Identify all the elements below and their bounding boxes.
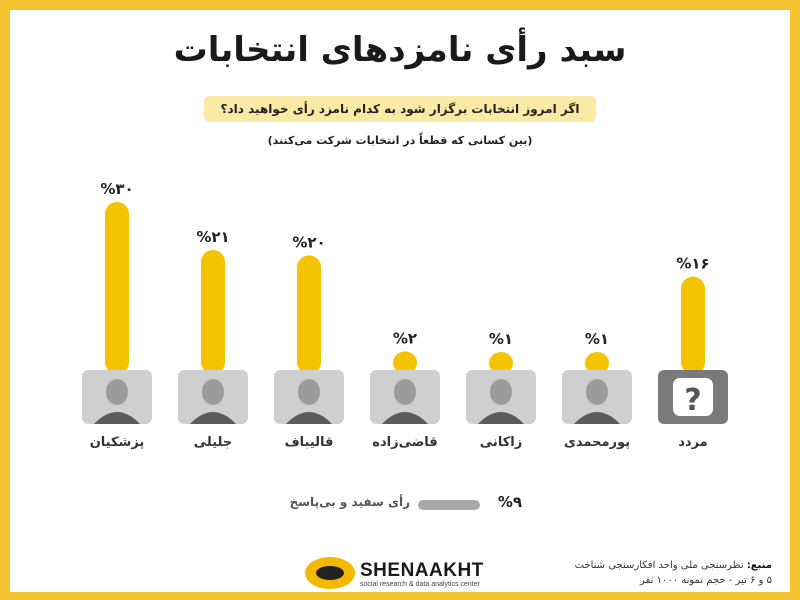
category-label: قالیباف — [285, 435, 334, 450]
source-label: منبع: — [746, 560, 772, 571]
bar — [105, 202, 129, 374]
portrait-shoulders — [94, 412, 140, 424]
bar — [393, 351, 417, 374]
survey-question: اگر امروز انتخابات برگزار شود به کدام نا… — [204, 96, 596, 122]
value-label: %۱ — [585, 330, 609, 348]
category-label: پزشکیان — [90, 435, 145, 450]
portrait-head — [202, 379, 224, 405]
value-label: %۲۱ — [196, 228, 229, 246]
category-label: جلیلی — [194, 435, 232, 450]
legend-bar — [418, 500, 480, 510]
value-label: %۲ — [393, 329, 417, 347]
value-label: %۱۶ — [676, 255, 709, 273]
portrait-head — [490, 379, 512, 405]
portrait-shoulders — [478, 412, 524, 424]
question-mark-box — [673, 378, 713, 416]
portrait-shoulders — [382, 412, 428, 424]
bar — [585, 352, 609, 374]
bar — [201, 250, 225, 374]
value-label: %۲۰ — [292, 233, 325, 251]
eye-icon — [316, 566, 344, 580]
portrait-shoulders — [574, 412, 620, 424]
legend-value: %۹ — [497, 493, 523, 511]
page-title: سبد رأی نامزدهای انتخابات — [173, 30, 627, 70]
portrait-head — [106, 379, 128, 405]
bar — [681, 276, 705, 374]
question-mark-icon: ? — [684, 383, 701, 418]
source-line-2: ۵ و ۶ تیر - حجم نمونه ۱۰۰۰ نفر — [640, 575, 772, 586]
value-label: %۳۰ — [100, 180, 133, 198]
bar — [297, 255, 321, 374]
category-label: قاضی‌زاده — [372, 435, 437, 450]
category-label: زاکانی — [480, 435, 522, 450]
survey-subnote: (بین کسانی که قطعاً در انتخابات شرکت می‌… — [267, 134, 533, 147]
bar — [489, 352, 513, 374]
brand-tagline: social research & data analytics center — [360, 581, 480, 588]
legend-label: رأی سفید و بی‌پاسخ — [289, 495, 410, 509]
portrait-head — [586, 379, 608, 405]
portrait-head — [298, 379, 320, 405]
source-line-1: منبع: نظرسنجی ملی واحد افکارسنجی شناخت — [575, 560, 772, 571]
category-label: مردد — [678, 435, 707, 450]
brand-name: SHENAAKHT — [360, 560, 484, 581]
portrait-shoulders — [286, 412, 332, 424]
source-text: نظرسنجی ملی واحد افکارسنجی شناخت — [574, 560, 744, 571]
category-label: پورمحمدی — [564, 435, 630, 450]
portrait-head — [394, 379, 416, 405]
portrait-shoulders — [190, 412, 236, 424]
value-label: %۱ — [489, 330, 513, 348]
